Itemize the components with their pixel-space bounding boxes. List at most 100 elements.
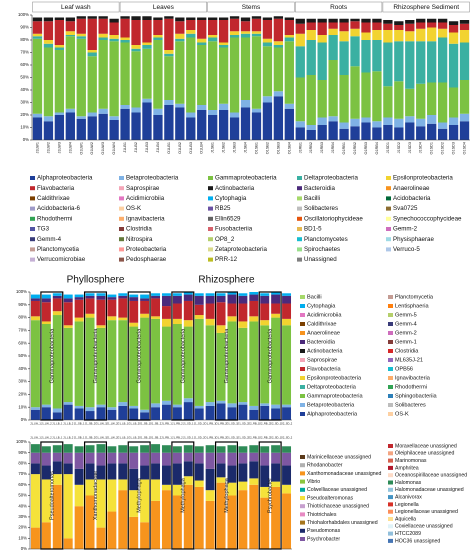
bar-segment	[271, 408, 281, 420]
bar-segment	[227, 303, 237, 317]
bar-segment	[30, 452, 40, 464]
bar-segment	[175, 21, 185, 34]
legend-swatch	[300, 496, 305, 500]
annotation: Methylophaga	[180, 477, 186, 512]
bar-segment	[394, 81, 404, 119]
bar-segment	[183, 402, 193, 420]
legend-swatch	[297, 237, 302, 242]
bar-segment	[205, 303, 215, 319]
bar-segment	[140, 479, 150, 523]
x-tick-label: J1LW2	[46, 142, 50, 154]
legend-swatch	[208, 237, 213, 242]
bar-segment	[107, 511, 117, 549]
annotation: Psychrobacter	[268, 478, 274, 513]
bar-segment	[161, 484, 171, 491]
bar-segment	[405, 116, 415, 123]
y-tick-label: 50%	[18, 353, 27, 358]
bar-segment	[63, 298, 73, 303]
legend-swatch	[300, 349, 305, 353]
bar-segment	[118, 320, 128, 403]
bar-segment	[183, 461, 193, 477]
bar-segment	[41, 452, 51, 466]
x-tick-label: J1SD1	[386, 142, 390, 153]
bar-segment	[372, 71, 382, 122]
bar-segment	[98, 108, 108, 114]
y-tick-label: 30%	[20, 100, 29, 105]
legend-label: Alcanivorax	[395, 494, 422, 500]
bar-segment	[186, 30, 196, 34]
legend-label: ML635J-21	[395, 357, 423, 363]
y-tick-label: 100%	[16, 289, 27, 294]
bar-segment	[260, 446, 270, 453]
bar-segment	[216, 463, 226, 478]
x-tick-label: O2_SD_2	[281, 422, 293, 426]
bar-segment	[205, 402, 215, 406]
bar-segment	[361, 72, 371, 118]
bar-segment	[109, 18, 119, 23]
bar-segment	[218, 42, 229, 45]
bar-segment	[273, 91, 284, 97]
legend-swatch	[388, 487, 393, 492]
x-tick-label: O1_RB_2	[215, 436, 227, 440]
bar-segment	[118, 295, 128, 299]
bar-segment	[32, 38, 43, 114]
bar-segment	[153, 40, 163, 109]
bar-segment	[186, 37, 196, 113]
bar-segment	[151, 293, 161, 296]
legend-label: Sva0725	[393, 205, 418, 212]
x-tick-label: J1_RB_2	[172, 422, 183, 426]
bar-segment	[216, 482, 226, 549]
bar-segment	[448, 32, 459, 44]
bar-segment	[208, 17, 218, 20]
bar-segment	[208, 110, 218, 115]
legend-swatch	[388, 451, 393, 456]
bar-segment	[183, 398, 193, 403]
bar-segment	[282, 407, 292, 420]
bar-segment	[260, 486, 270, 498]
bar-segment	[52, 408, 62, 413]
bar-segment	[249, 292, 259, 295]
bar-segment	[208, 37, 218, 42]
bar-segment	[284, 17, 294, 20]
bar-segment	[238, 404, 248, 420]
bar-segment	[107, 479, 117, 512]
bar-segment	[448, 125, 459, 140]
bar-segment	[227, 292, 237, 295]
bar-segment	[172, 495, 182, 549]
y-tick-label: 50%	[18, 493, 27, 498]
bar-segment	[271, 463, 281, 482]
x-tick-label: J1_SB_1	[74, 436, 85, 440]
bar-segment	[85, 452, 95, 464]
bar-segment	[151, 452, 161, 464]
bar-segment	[85, 298, 95, 314]
bar-segment	[251, 36, 262, 109]
bar-segment	[229, 16, 240, 19]
bar-segment	[317, 42, 327, 80]
bar-segment	[271, 313, 281, 318]
bar-segment	[405, 88, 415, 117]
legend-swatch	[300, 412, 305, 416]
bar-segment	[87, 16, 97, 19]
legend-swatch	[300, 504, 305, 509]
bar-segment	[183, 320, 193, 327]
bar-segment	[98, 16, 108, 19]
annotation-box	[40, 441, 64, 550]
annotation: Methylophaga	[137, 477, 143, 512]
bar-segment	[153, 37, 163, 40]
bar-segment	[41, 324, 51, 405]
bar-segment	[339, 128, 349, 140]
bar-segment	[161, 404, 171, 420]
bar-segment	[96, 404, 106, 408]
legend-swatch	[388, 358, 393, 362]
bar-segment	[98, 113, 108, 140]
bar-segment	[448, 87, 459, 118]
bar-segment	[394, 127, 404, 140]
annotation: Gammaproteobacteria	[93, 328, 99, 384]
bar-segment	[459, 20, 470, 24]
legend-label: Unassigned	[304, 256, 337, 263]
y-tick-label: 10%	[18, 404, 27, 409]
bar-segment	[216, 302, 226, 326]
bar-segment	[328, 35, 338, 60]
bar-segment	[175, 33, 185, 39]
bar-segment	[183, 476, 193, 485]
